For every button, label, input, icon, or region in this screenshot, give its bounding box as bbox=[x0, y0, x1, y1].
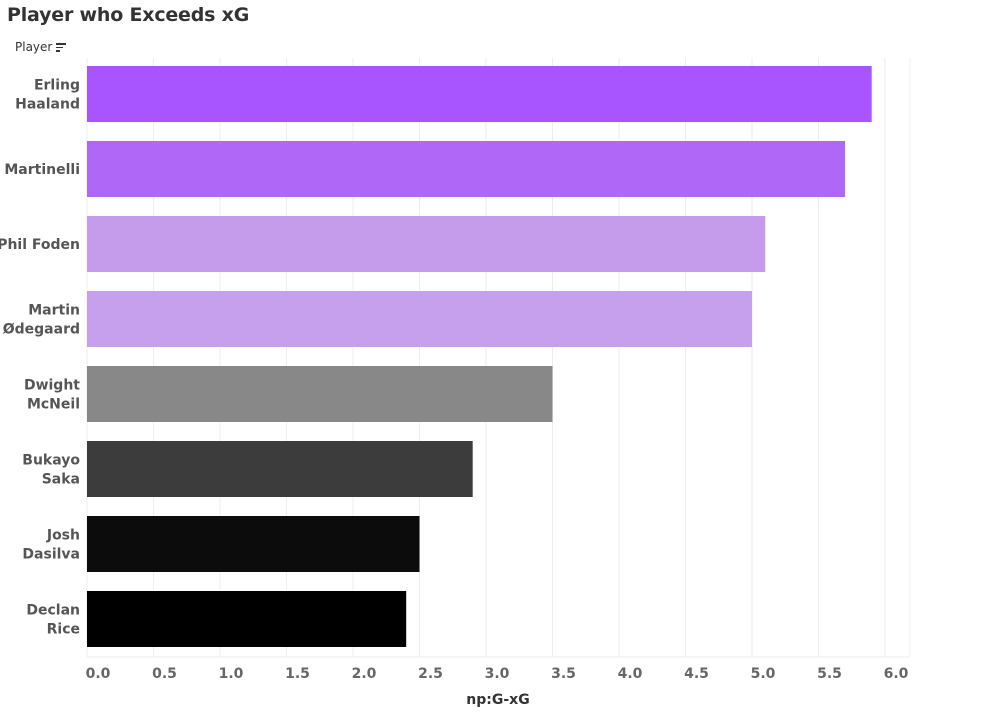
category-label: Phil Foden bbox=[0, 237, 80, 253]
x-tick-label: 2.5 bbox=[418, 666, 443, 682]
x-tick-label: 6.0 bbox=[884, 666, 909, 682]
x-tick-label: 2.0 bbox=[352, 666, 377, 682]
x-tick-labels: 0.0 0.5 1.0 1.5 2.0 2.5 3.0 3.5 4.0 4.5 5.0 5.5 6.0 bbox=[86, 666, 909, 682]
player-field-label[interactable]: Player bbox=[15, 40, 67, 54]
x-tick-label: 0.5 bbox=[152, 666, 177, 682]
bar[interactable] bbox=[87, 441, 473, 497]
bar[interactable] bbox=[87, 216, 766, 272]
x-tick-label: 5.0 bbox=[751, 666, 776, 682]
x-tick-label: 3.5 bbox=[551, 666, 576, 682]
x-tick-label: 3.0 bbox=[485, 666, 510, 682]
category-label: Martin Ødegaard bbox=[3, 303, 80, 338]
bar[interactable] bbox=[87, 591, 407, 647]
category-label: Dwight McNeil bbox=[24, 378, 80, 413]
category-label: Declan Rice bbox=[26, 603, 80, 638]
bars bbox=[87, 66, 872, 647]
category-label: Bukayo Saka bbox=[22, 453, 80, 488]
player-field-text: Player bbox=[15, 40, 53, 54]
x-tick-label: 4.0 bbox=[618, 666, 643, 682]
x-tick-label: 1.5 bbox=[285, 666, 310, 682]
sort-icon[interactable] bbox=[56, 42, 67, 52]
category-label: Martinelli bbox=[4, 162, 80, 178]
category-label: Erling Haaland bbox=[15, 78, 80, 113]
bar[interactable] bbox=[87, 516, 420, 572]
x-tick-label: 4.5 bbox=[684, 666, 709, 682]
bar[interactable] bbox=[87, 366, 553, 422]
x-axis-title: np:G-xG bbox=[466, 692, 529, 708]
x-tick-label: 1.0 bbox=[219, 666, 244, 682]
bar[interactable] bbox=[87, 291, 752, 347]
bar[interactable] bbox=[87, 141, 846, 197]
bar[interactable] bbox=[87, 66, 872, 122]
category-labels: Erling Haaland Martinelli Phil Foden Martin Ø… bbox=[0, 78, 80, 638]
category-label: Josh Dasilva bbox=[22, 528, 80, 563]
x-tick-label: 5.5 bbox=[817, 666, 842, 682]
chart-title: Player who Exceeds xG bbox=[7, 4, 250, 26]
x-tick-label: 0.0 bbox=[86, 666, 111, 682]
